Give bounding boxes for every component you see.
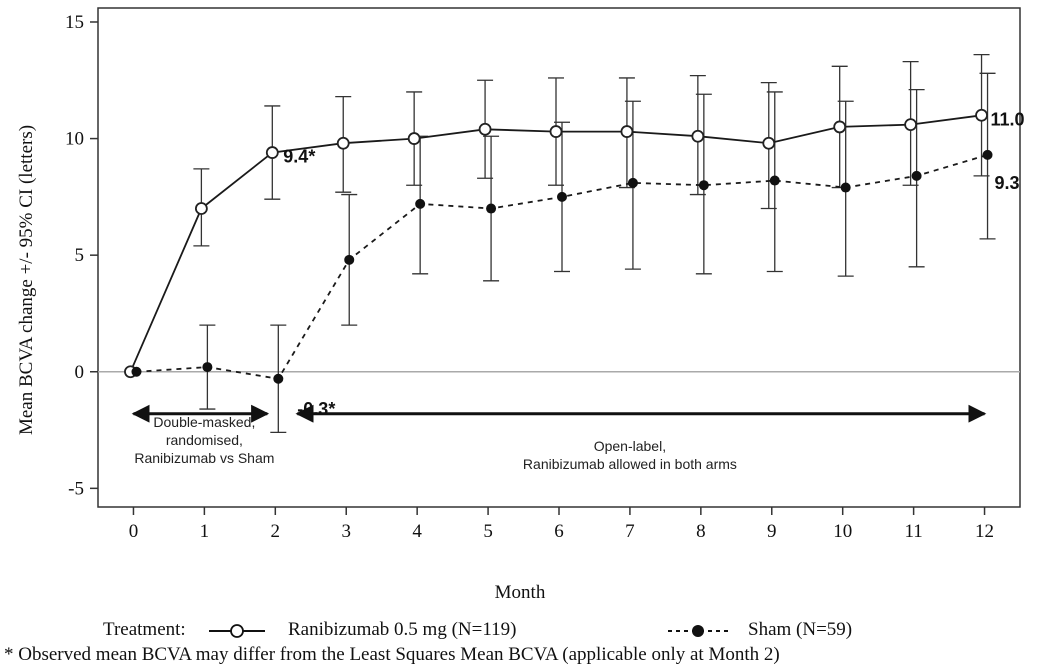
ranibizumab-point — [265, 146, 279, 159]
y-axis-label: Mean BCVA change +/- 95% CI (letters) — [16, 125, 37, 435]
x-tick-label: 0 — [129, 521, 139, 542]
sham-point — [557, 191, 567, 202]
sham-point — [415, 198, 426, 209]
y-tick-label: 15 — [65, 12, 84, 33]
legend-prefix: Treatment: — [103, 619, 186, 640]
y-tick-label: -5 — [68, 478, 84, 499]
x-tick-label: 6 — [554, 521, 564, 542]
ranibizumab-point — [975, 108, 988, 122]
period-label-line: Ranibizumab vs Sham — [134, 450, 274, 466]
ranibizumab-point — [620, 125, 634, 138]
value-annotation: -0.3* — [297, 399, 335, 419]
x-tick-label: 11 — [904, 521, 922, 542]
value-annotation: 9.3 — [995, 173, 1020, 193]
x-tick-label: 2 — [271, 521, 281, 542]
ranibizumab-point — [549, 125, 563, 138]
sham-point — [131, 366, 142, 377]
sham-point — [840, 182, 851, 193]
error-bars — [193, 53, 996, 434]
y-tick-label: 0 — [75, 362, 85, 383]
sham-point — [911, 170, 922, 181]
series-markers — [124, 108, 993, 384]
x-tick-label: 3 — [341, 521, 351, 542]
x-tick-label: 7 — [625, 521, 635, 542]
ranibizumab-point — [194, 202, 208, 215]
sham-point — [982, 149, 993, 160]
legend-ranibizumab-symbol — [209, 624, 265, 638]
x-tick-label: 1 — [200, 521, 210, 542]
value-annotation: 11.0 — [991, 109, 1025, 129]
sham-point — [698, 180, 709, 191]
x-tick-label: 5 — [483, 521, 493, 542]
study-period-arrows: Double-masked, randomised, Ranibizumab vs … — [131, 404, 987, 472]
ranibizumab-point — [762, 136, 776, 150]
period-label-line: Ranibizumab allowed in both arms — [523, 456, 737, 472]
sham-point — [769, 175, 780, 186]
ranibizumab-point — [478, 122, 492, 136]
value-annotation: 9.4* — [283, 147, 315, 167]
period-label-line: Open-label, — [594, 438, 666, 454]
sham-point — [202, 362, 213, 373]
legend-sham-symbol — [668, 625, 728, 637]
x-tick-label: 9 — [767, 521, 777, 542]
y-tick-label: 10 — [65, 129, 84, 150]
footnote: * Observed mean BCVA may differ from the… — [4, 644, 780, 665]
ranibizumab-point — [407, 132, 421, 145]
x-tick-label: 10 — [833, 521, 852, 542]
legend-ranibizumab-label: Ranibizumab 0.5 mg (N=119) — [288, 619, 517, 640]
y-tick-label: 5 — [75, 245, 85, 266]
sham-point — [486, 203, 497, 214]
value-annotations: 9.4* 11.0 9.3 -0.3* — [283, 109, 1024, 418]
sham-point — [344, 254, 355, 265]
legend-sham-label: Sham (N=59) — [748, 619, 853, 640]
series-lines — [129, 114, 988, 380]
ranibizumab-point — [904, 118, 918, 131]
x-tick-label: 12 — [975, 521, 994, 542]
x-tick-label: 8 — [696, 521, 706, 542]
period-label-line: randomised, — [166, 432, 243, 448]
ranibizumab-point — [833, 120, 847, 134]
x-axis-label: Month — [494, 582, 546, 603]
ranibizumab-point — [691, 129, 705, 143]
x-tick-label: 4 — [412, 521, 422, 542]
sham-point — [273, 373, 284, 384]
sham-point — [627, 177, 638, 188]
period-label-line: Double-masked, — [153, 414, 255, 430]
ranibizumab-point — [336, 136, 350, 150]
